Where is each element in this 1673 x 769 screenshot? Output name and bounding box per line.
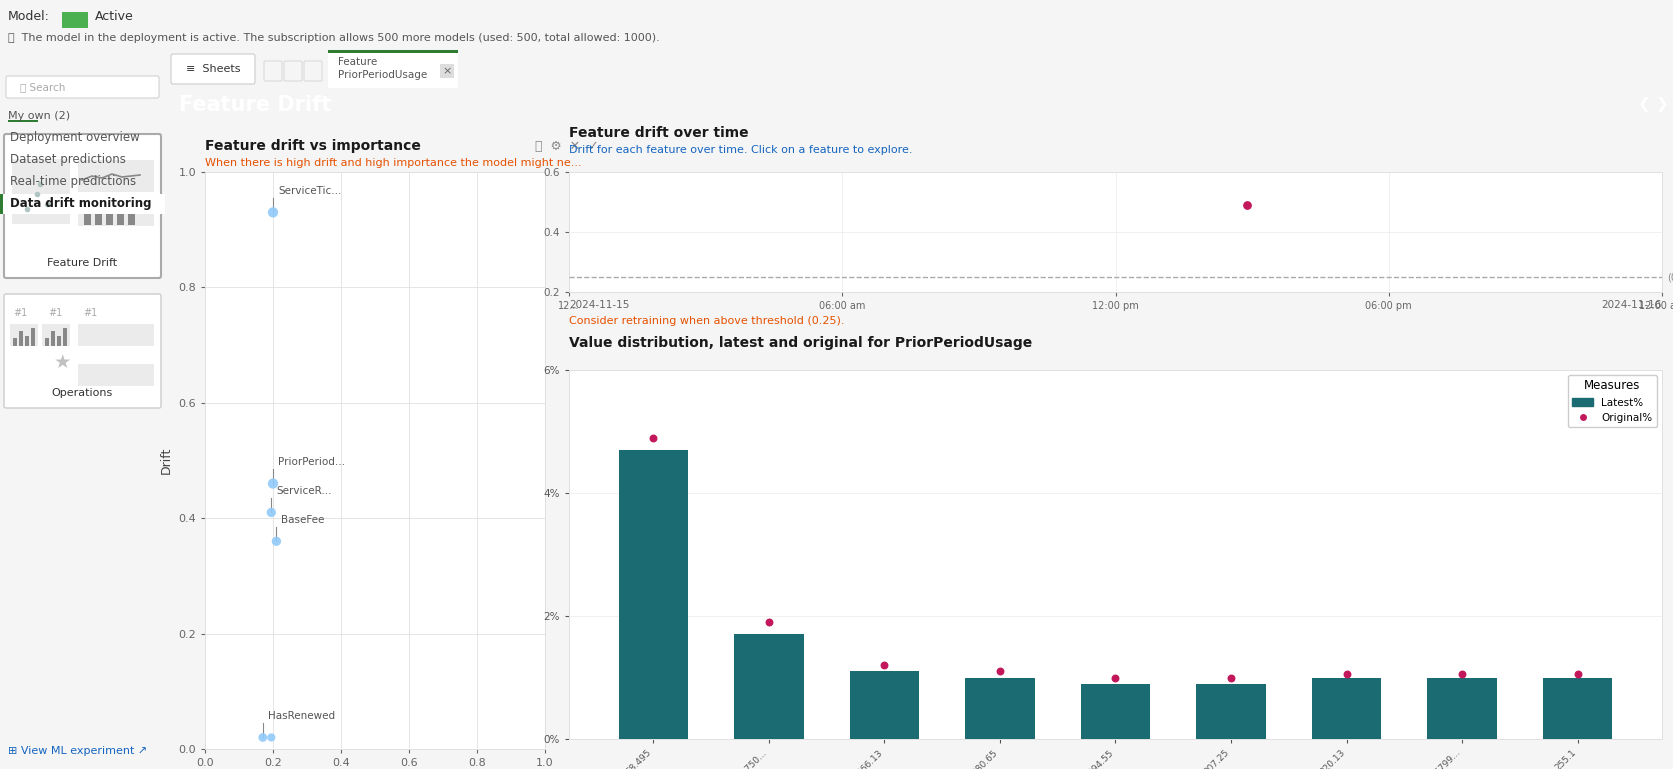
Text: ❯: ❯ (1655, 98, 1668, 112)
FancyBboxPatch shape (264, 61, 281, 81)
Text: PriorPeriodUsage: PriorPeriodUsage (338, 70, 427, 80)
Bar (117, 203, 124, 225)
Point (1216, 671, 1243, 684)
FancyBboxPatch shape (3, 134, 161, 278)
Bar (45, 338, 49, 346)
Bar (25, 336, 28, 346)
Bar (1427, 677, 1496, 739)
Bar (32, 328, 35, 346)
Point (755, 616, 781, 628)
Bar (42, 324, 70, 346)
Text: BaseFee: BaseFee (281, 515, 325, 525)
Legend: Latest%, Original%: Latest%, Original% (1568, 375, 1656, 427)
Text: My own (2): My own (2) (8, 111, 70, 121)
Bar (127, 207, 136, 225)
Point (1563, 668, 1589, 681)
Bar (79, 160, 154, 192)
Text: #1: #1 (13, 308, 27, 318)
Text: ServiceTic...: ServiceTic... (278, 186, 341, 196)
Bar (0, 194, 3, 214)
Point (1447, 668, 1474, 681)
FancyBboxPatch shape (3, 294, 161, 408)
Bar (95, 197, 102, 225)
Point (263, 535, 289, 548)
Text: 💬  ⚙  ✕  ✓: 💬 ⚙ ✕ ✓ (535, 140, 599, 153)
Bar (0, 194, 166, 214)
Point (1332, 668, 1358, 681)
Text: Value distribution, latest and original for PriorPeriodUsage: Value distribution, latest and original … (569, 336, 1032, 350)
Text: PriorPeriod...: PriorPeriod... (278, 458, 345, 468)
Point (258, 731, 284, 744)
Point (1101, 671, 1128, 684)
Bar (1196, 684, 1265, 739)
Text: ×: × (442, 66, 452, 76)
Text: 🔍 Search: 🔍 Search (20, 82, 65, 92)
Bar (79, 364, 154, 386)
Point (258, 506, 284, 518)
Bar (1081, 684, 1149, 739)
Text: Model:: Model: (8, 11, 50, 24)
FancyBboxPatch shape (284, 61, 301, 81)
FancyBboxPatch shape (7, 76, 159, 98)
Bar (84, 205, 90, 225)
Text: (0.25): (0.25) (1666, 272, 1673, 282)
Bar (1543, 677, 1611, 739)
Point (639, 431, 666, 444)
Bar (13, 338, 17, 346)
Bar (12, 159, 70, 224)
Bar (850, 671, 918, 739)
Bar (965, 677, 1034, 739)
Text: HasRenewed: HasRenewed (268, 711, 335, 721)
Point (259, 206, 286, 218)
Text: #1: #1 (49, 308, 62, 318)
Bar (79, 194, 154, 226)
Y-axis label: Drift: Drift (159, 447, 172, 474)
Bar (1312, 677, 1380, 739)
Text: Operations: Operations (52, 388, 114, 398)
Bar (328, 50, 458, 88)
Text: Active: Active (95, 11, 134, 24)
FancyBboxPatch shape (304, 61, 321, 81)
Bar (64, 328, 67, 346)
Text: ❮: ❮ (1636, 98, 1650, 112)
Bar (8, 120, 38, 122)
Bar (62, 12, 89, 28)
Bar (79, 324, 154, 346)
Point (1233, 199, 1260, 211)
Text: Feature drift over time: Feature drift over time (569, 126, 748, 140)
Text: Drift for each feature over time. Click on a feature to explore.: Drift for each feature over time. Click … (569, 145, 912, 155)
Text: Deployment overview: Deployment overview (10, 131, 139, 145)
Bar (57, 336, 60, 346)
Bar (619, 450, 688, 739)
Point (870, 659, 897, 671)
Text: When there is high drift and high importance the model might ne...: When there is high drift and high import… (204, 158, 581, 168)
FancyBboxPatch shape (171, 54, 254, 84)
Text: ≡  Sheets: ≡ Sheets (186, 64, 241, 74)
Bar (105, 210, 114, 225)
Bar (734, 634, 803, 739)
Text: ⓘ  The model in the deployment is active. The subscription allows 500 more model: ⓘ The model in the deployment is active.… (8, 33, 659, 43)
Text: ⊞ View ML experiment ↗: ⊞ View ML experiment ↗ (8, 746, 147, 756)
Text: Real-time predictions: Real-time predictions (10, 175, 136, 188)
Text: Feature Drift: Feature Drift (47, 258, 117, 268)
Text: Feature: Feature (338, 57, 376, 67)
Point (259, 478, 286, 490)
Text: Consider retraining when above threshold (0.25).: Consider retraining when above threshold… (569, 316, 843, 326)
Bar (18, 331, 23, 346)
Bar (10, 324, 38, 346)
Text: 2024-11-15: 2024-11-15 (569, 300, 629, 310)
Text: ★: ★ (54, 353, 72, 372)
Text: ServiceR...: ServiceR... (276, 486, 331, 496)
Bar (328, 50, 458, 53)
Text: 2024-11-16: 2024-11-16 (1601, 300, 1661, 310)
Text: Feature drift vs importance: Feature drift vs importance (204, 139, 420, 153)
Bar (440, 64, 453, 78)
Point (985, 665, 1012, 677)
Point (249, 731, 276, 744)
Text: Feature Drift: Feature Drift (179, 95, 331, 115)
Bar (50, 331, 55, 346)
Text: #1: #1 (84, 308, 97, 318)
Text: Data drift monitoring: Data drift monitoring (10, 198, 152, 211)
Text: Dataset predictions: Dataset predictions (10, 154, 125, 167)
